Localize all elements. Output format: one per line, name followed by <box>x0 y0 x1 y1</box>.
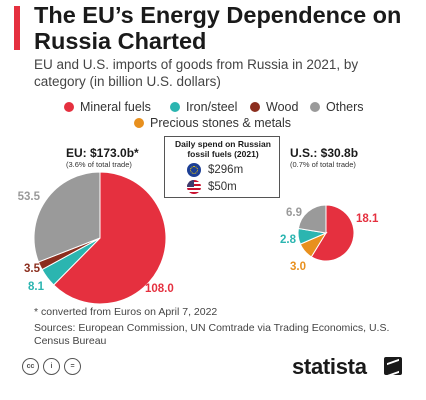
daily-spend-title: Daily spend on Russian fossil fuels (202… <box>165 139 281 159</box>
eu-pie-data-label: 3.5 <box>24 263 41 275</box>
sources: Sources: European Commission, UN Comtrad… <box>34 322 390 347</box>
eu-pie-slice-others <box>33 171 101 263</box>
eu-pie-subtitle: (3.6% of total trade) <box>66 160 132 169</box>
cc-icon: cc <box>22 358 39 375</box>
us-pie-slice-mineral-fuels <box>310 204 355 262</box>
legend-swatch <box>64 102 74 112</box>
daily-spend-eu-row: $296m <box>187 163 243 177</box>
eu-pie-data-label: 8.1 <box>28 281 45 293</box>
legend-item-iron-steel: Iron/steel <box>170 100 237 114</box>
us-pie-data-label: 2.8 <box>280 234 297 246</box>
legend-label: Mineral fuels <box>80 100 151 114</box>
by-icon: i <box>43 358 60 375</box>
daily-spend-title-line2: fossil fuels (2021) <box>187 149 259 159</box>
legend-item-precious-stones: Precious stones & metals <box>134 116 291 130</box>
legend-label: Others <box>326 100 364 114</box>
us-flag-icon <box>187 180 201 194</box>
us-pie-subtitle: (0.7% of total trade) <box>290 160 356 169</box>
eu-pie-title: EU: $173.0b* <box>66 146 139 160</box>
eu-pie-data-label: 53.5 <box>18 191 41 203</box>
legend-label: Wood <box>266 100 299 114</box>
eu-pie-slice-mineral-fuels <box>52 171 167 305</box>
us-pie-title: U.S.: $30.8b <box>290 146 359 160</box>
legend-swatch <box>310 102 320 112</box>
daily-spend-us-value: $50m <box>208 181 237 193</box>
license-icons: cc i = <box>22 358 85 375</box>
legend-item-wood: Wood <box>250 100 298 114</box>
us-pie-data-label: 3.0 <box>290 261 306 273</box>
daily-spend-title-line1: Daily spend on Russian <box>175 139 271 149</box>
chart-title: The EU’s Energy Dependence on Russia Cha… <box>34 2 402 54</box>
us-pie-data-label: 18.1 <box>356 213 379 225</box>
chart-subtitle: EU and U.S. imports of goods from Russia… <box>34 57 359 89</box>
title-accent-bar <box>14 6 20 50</box>
us-pie-data-label: 6.9 <box>286 207 302 219</box>
nd-icon: = <box>64 358 81 375</box>
legend: Mineral fuels Iron/steel Wood Others Pre… <box>0 98 426 138</box>
legend-item-others: Others <box>310 100 364 114</box>
legend-swatch <box>170 102 180 112</box>
legend-label: Iron/steel <box>186 100 238 114</box>
brand-logo-icon <box>384 357 402 375</box>
legend-item-mineral-fuels: Mineral fuels <box>64 100 151 114</box>
us-pie-slice-others <box>297 204 327 234</box>
legend-label: Precious stones & metals <box>150 116 292 130</box>
daily-spend-us-row: $50m <box>187 180 237 194</box>
footnote: * converted from Euros on April 7, 2022 <box>34 306 218 318</box>
daily-spend-box: Daily spend on Russian fossil fuels (202… <box>164 136 280 198</box>
brand-logo-text: statista <box>292 354 367 379</box>
legend-swatch <box>134 118 144 128</box>
daily-spend-eu-value: $296m <box>208 164 244 176</box>
eu-flag-icon <box>187 163 201 177</box>
legend-swatch <box>250 102 260 112</box>
eu-pie-data-label: 108.0 <box>145 283 174 295</box>
